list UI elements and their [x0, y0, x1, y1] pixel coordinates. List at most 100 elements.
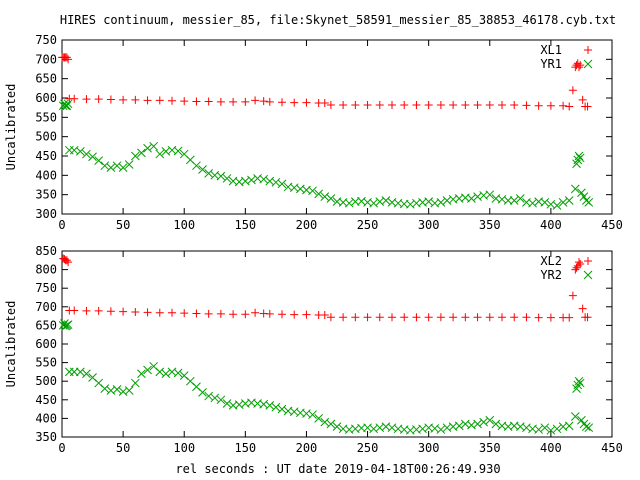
- data-point: [498, 100, 506, 109]
- data-point: [565, 102, 574, 111]
- data-point: [375, 313, 384, 322]
- data-point: [583, 102, 592, 111]
- data-point: [449, 100, 458, 109]
- data-point: [70, 306, 79, 315]
- data-point: [510, 100, 519, 109]
- data-point: [522, 101, 531, 110]
- data-point: [575, 258, 583, 267]
- y-tick-label: 300: [35, 207, 57, 221]
- data-point: [308, 410, 317, 420]
- data-point: [112, 385, 122, 394]
- data-point: [130, 151, 140, 161]
- data-point: [351, 313, 360, 322]
- x-axis-label: rel seconds : UT date 2019-04-18T00:26:4…: [175, 462, 500, 476]
- data-point: [369, 198, 379, 208]
- data-point: [82, 95, 91, 104]
- data-point: [491, 419, 501, 429]
- data-point: [320, 417, 330, 427]
- data-point: [204, 97, 213, 106]
- data-point: [381, 196, 391, 205]
- data-point: [64, 55, 73, 64]
- data-point: [277, 404, 287, 414]
- x-tick-label: 200: [296, 218, 318, 232]
- data-point: [522, 313, 531, 322]
- y-tick-label: 650: [35, 318, 57, 332]
- data-point: [161, 369, 171, 379]
- y-tick-label: 400: [35, 411, 57, 425]
- data-point: [473, 419, 482, 429]
- data-point: [271, 177, 281, 187]
- data-point: [375, 100, 384, 109]
- data-point: [581, 422, 591, 431]
- data-point: [558, 198, 568, 207]
- x-tick-label: 0: [58, 441, 65, 455]
- legend-marker: [584, 257, 592, 265]
- y-tick-label: 650: [35, 72, 57, 86]
- data-point: [259, 174, 269, 184]
- data-point: [485, 100, 494, 109]
- data-point: [290, 310, 299, 319]
- data-point: [534, 313, 543, 322]
- data-point: [63, 320, 73, 330]
- data-point: [515, 194, 525, 203]
- series-yr2: [58, 319, 594, 435]
- data-point: [155, 367, 165, 377]
- x-tick-label: 400: [540, 218, 562, 232]
- data-point: [485, 190, 495, 200]
- y-tick-label: 450: [35, 149, 57, 163]
- data-point: [119, 95, 128, 104]
- data-point: [534, 101, 543, 110]
- x-tick-label: 300: [418, 218, 440, 232]
- data-point: [278, 310, 286, 319]
- data-point: [149, 141, 159, 151]
- data-point: [559, 101, 568, 110]
- data-point: [204, 391, 214, 401]
- data-point: [180, 97, 189, 106]
- y-tick-label: 600: [35, 337, 57, 351]
- data-point: [173, 368, 183, 378]
- data-point: [155, 96, 164, 105]
- data-point: [461, 313, 470, 322]
- data-point: [578, 95, 587, 104]
- data-point: [265, 309, 274, 318]
- data-point: [192, 161, 201, 171]
- data-point: [241, 97, 250, 106]
- data-point: [155, 149, 165, 159]
- data-point: [198, 165, 207, 174]
- x-tick-label: 150: [234, 218, 256, 232]
- data-point: [467, 194, 476, 203]
- data-point: [94, 95, 103, 104]
- data-point: [75, 367, 85, 377]
- series-xl2: [59, 254, 592, 322]
- data-point: [503, 196, 513, 205]
- data-point: [363, 313, 372, 322]
- y-tick-label: 750: [35, 33, 57, 47]
- data-point: [216, 97, 225, 106]
- data-point: [64, 145, 74, 155]
- x-tick-label: 350: [479, 441, 501, 455]
- y-tick-label: 500: [35, 130, 57, 144]
- data-point: [64, 367, 74, 377]
- data-point: [564, 196, 574, 205]
- data-point: [82, 306, 91, 315]
- y-tick-label: 350: [35, 188, 57, 202]
- data-point: [69, 367, 79, 377]
- data-point: [326, 100, 335, 109]
- data-point: [320, 310, 329, 319]
- legend-label: XL1: [540, 43, 562, 57]
- data-point: [229, 310, 238, 319]
- legend-marker: [584, 46, 592, 54]
- data-point: [479, 417, 489, 427]
- x-tick-label: 300: [418, 441, 440, 455]
- data-point: [412, 100, 421, 109]
- data-point: [574, 151, 584, 161]
- data-point: [106, 163, 116, 172]
- legend-label: YR1: [540, 57, 562, 71]
- data-point: [485, 415, 495, 425]
- data-point: [118, 163, 128, 172]
- data-point: [546, 425, 556, 435]
- data-point: [216, 309, 225, 318]
- plot-frame: [61, 250, 613, 438]
- plot-frame: [61, 39, 613, 215]
